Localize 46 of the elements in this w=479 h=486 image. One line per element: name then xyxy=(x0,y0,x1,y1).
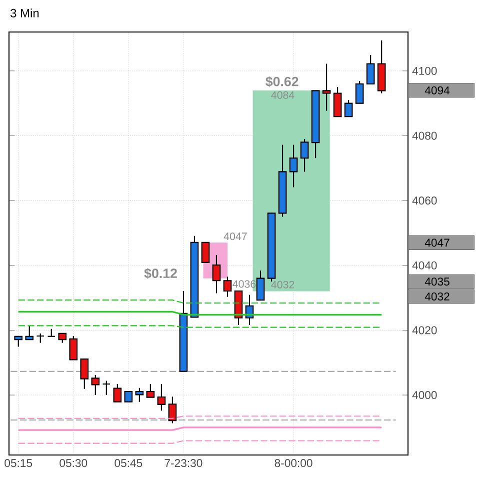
y-tick-label: 4000 xyxy=(412,391,437,400)
annotation: $0.12 xyxy=(144,268,177,279)
candlestick xyxy=(322,63,331,112)
x-tick-label: 05:45 xyxy=(114,459,142,468)
chart-title: 3 Min xyxy=(10,8,39,18)
text: 4047 xyxy=(424,238,450,247)
candlestick xyxy=(135,387,144,402)
text: 4032 xyxy=(424,292,450,300)
y-tick-label: 4060 xyxy=(412,196,437,205)
candlestick xyxy=(157,383,166,412)
candlestick xyxy=(289,144,298,188)
candlestick xyxy=(58,332,67,344)
candlestick xyxy=(146,383,155,398)
candlestick xyxy=(212,254,221,294)
candlestick xyxy=(300,138,309,172)
candlestick xyxy=(14,336,23,348)
annotation: 4084 xyxy=(271,91,294,99)
candlestick xyxy=(256,270,265,301)
candlestick xyxy=(69,336,78,360)
candlestick xyxy=(102,380,111,396)
annotation: $0.62 xyxy=(266,76,298,88)
y-tick-label: 4080 xyxy=(412,132,437,140)
y-tick-label: 4020 xyxy=(412,326,437,334)
candlestick xyxy=(366,54,375,84)
candlestick xyxy=(344,100,353,118)
candlestick xyxy=(168,396,177,424)
y-tick-label: 4100 xyxy=(412,66,437,75)
candlestick xyxy=(223,276,232,298)
candlestick xyxy=(113,383,122,402)
candlestick xyxy=(36,332,45,344)
y-tick-label: 4040 xyxy=(412,261,437,270)
text: 4035 xyxy=(424,278,450,286)
annotation: 4047 xyxy=(224,232,247,240)
x-tick-label: 7-23:30 xyxy=(164,459,202,468)
candlestick xyxy=(355,80,364,104)
candlestick xyxy=(201,242,210,263)
candlestick xyxy=(333,86,342,118)
annotation: 4032 xyxy=(271,280,294,288)
x-tick-label: 05:30 xyxy=(60,459,88,468)
x-tick-label: 05:15 xyxy=(4,459,32,468)
x-tick-label: 8-00:00 xyxy=(274,459,312,468)
candlestick xyxy=(91,374,100,396)
candlestick xyxy=(25,325,34,340)
candlestick xyxy=(80,358,89,390)
text: 4094 xyxy=(424,86,450,94)
candlestick xyxy=(124,390,133,402)
